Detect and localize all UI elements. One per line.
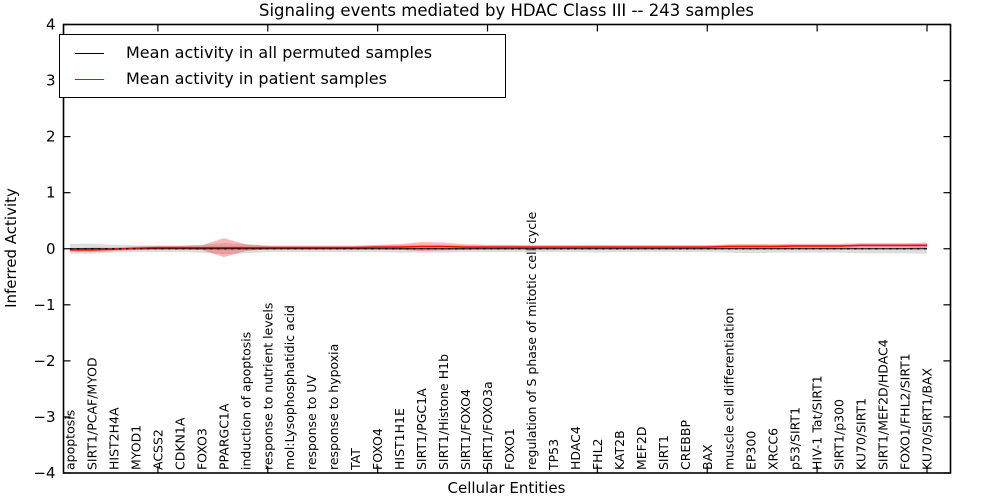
y-tick-label: −2 [33,352,55,370]
x-tick-label: FOXO1 [502,428,517,470]
x-tick-label: p53/SIRT1 [788,407,803,470]
patient-mean-line [70,244,927,251]
x-tick-label: HIST2H4A [106,407,121,470]
x-tick-label: XRCC6 [766,428,781,470]
x-tick-label: SIRT1/FOXO4 [458,389,473,470]
x-tick-label: apoptosis [63,410,78,470]
x-tick-label: SIRT1 [656,435,671,470]
legend-line-sample [75,78,104,80]
x-tick-label: PPARGC1A [216,403,231,470]
x-tick-label: SIRT1/p300 [832,399,847,470]
x-tick-label: BAX [700,444,715,470]
x-tick-label: CREBBP [678,420,693,470]
y-tick-label: −3 [33,408,55,426]
x-tick-label: SIRT1/PGC1A [414,388,429,470]
x-tick-label: CDKN1A [172,417,187,470]
legend-label: Mean activity in all permuted samples [126,43,433,62]
x-tick-label: FHL2 [590,438,605,470]
x-tick-label: response to hypoxia [326,344,341,470]
x-tick-label: induction of apoptosis [238,332,253,470]
y-tick-label: 2 [46,128,56,146]
legend-label: Mean activity in patient samples [126,69,387,88]
y-tick-label: 0 [46,240,56,258]
legend-line-sample [75,52,104,54]
y-tick-label: −4 [33,464,55,482]
x-tick-label: HIST1H1E [392,408,407,470]
x-axis-label: Cellular Entities [447,479,566,497]
x-tick-label: FOXO1/FHL2/SIRT1 [898,353,913,470]
x-tick-label: MEF2D [634,427,649,470]
x-tick-label: HDAC4 [568,426,583,470]
y-tick-label: 3 [46,72,56,90]
x-tick-label: EP300 [744,431,759,470]
legend-item: Mean activity in all permuted samples [75,45,505,61]
x-tick-label: mol:Lysophosphatidic acid [282,305,297,470]
x-tick-label: MYOD1 [128,425,143,470]
x-tick-label: FOXO3 [194,428,209,470]
x-tick-label: regulation of S phase of mitotic cell cy… [524,211,539,470]
x-tick-label: response to nutrient levels [260,303,275,470]
x-tick-label: ACSS2 [150,429,165,470]
x-tick-label: SIRT1/PCAF/MYOD [84,357,99,470]
y-tick-label: 4 [46,16,56,34]
x-tick-label: muscle cell differentiation [722,308,737,470]
x-tick-label: KAT2B [612,430,627,470]
x-tick-label: TP53 [546,439,561,471]
legend: Mean activity in all permuted samples Mea… [59,34,506,98]
x-tick-label: TAT [348,448,363,471]
x-tick-label: SIRT1/MEF2D/HDAC4 [876,339,891,470]
x-tick-label: KU70/SIRT1/BAX [920,368,935,470]
legend-item: Mean activity in patient samples [75,71,505,87]
y-tick-label: 1 [46,184,56,202]
x-tick-label: SIRT1/FOXO3a [480,381,495,470]
x-tick-label: FOXO4 [370,428,385,470]
x-tick-label: SIRT1/Histone H1b [436,354,451,470]
x-tick-label: response to UV [304,375,319,470]
y-tick-label: −1 [33,296,55,314]
x-tick-label: KU70/SIRT1 [854,398,869,470]
y-axis-label: Inferred Activity [2,188,20,308]
chart-title: Signaling events mediated by HDAC Class … [258,1,755,20]
x-tick-label: HIV-1 Tat/SIRT1 [810,375,825,470]
